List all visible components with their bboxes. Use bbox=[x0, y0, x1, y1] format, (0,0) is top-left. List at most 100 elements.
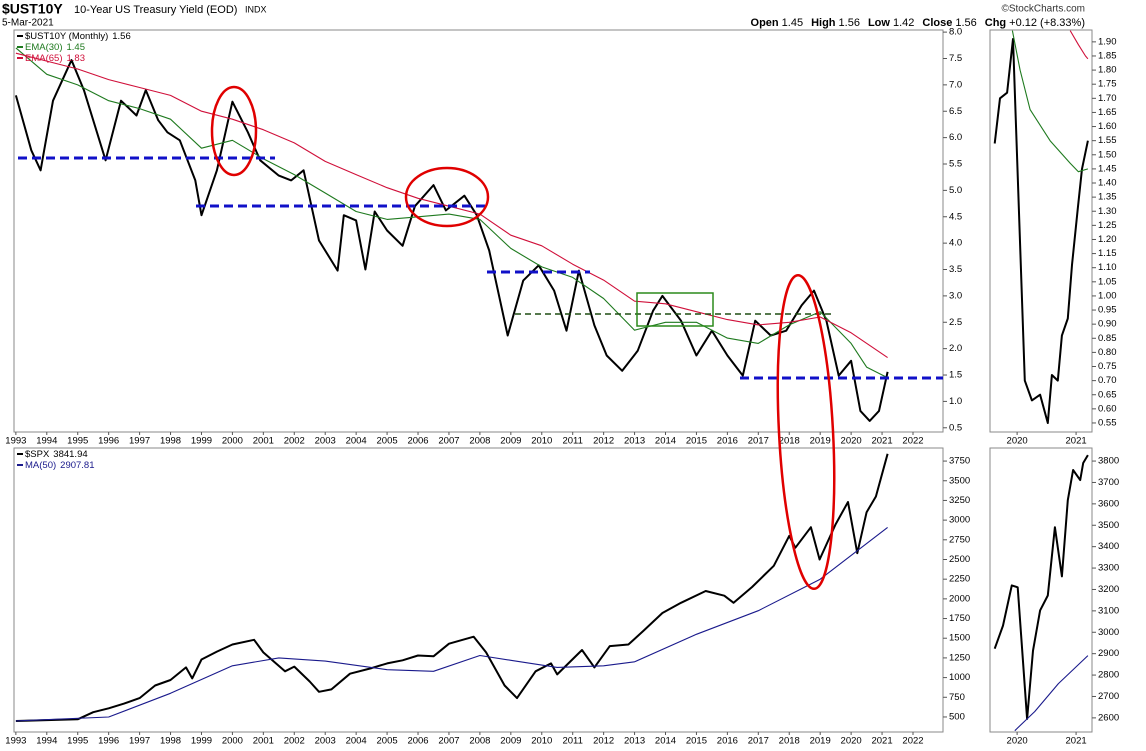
y-tick-label: 3800 bbox=[1098, 456, 1119, 467]
x-tick-label: 2004 bbox=[346, 736, 367, 747]
x-tick-label: 2015 bbox=[686, 436, 707, 447]
y-tick-label: 1.80 bbox=[1098, 65, 1117, 76]
y-tick-label: 1.55 bbox=[1098, 135, 1117, 146]
x-tick-label: 2008 bbox=[469, 436, 490, 447]
y-tick-label: 2250 bbox=[949, 574, 970, 585]
x-tick-label: 1996 bbox=[98, 736, 119, 747]
series-line bbox=[15, 47, 888, 379]
x-tick-label: 2005 bbox=[377, 736, 398, 747]
y-tick-label: 1.90 bbox=[1098, 36, 1117, 47]
x-tick-label: 2020 bbox=[1007, 736, 1028, 747]
y-tick-label: 3000 bbox=[1098, 627, 1119, 638]
y-tick-label: 1.20 bbox=[1098, 234, 1117, 245]
chart-subtitle: 10-Year US Treasury Yield (EOD) bbox=[74, 4, 237, 16]
y-tick-label: 1.75 bbox=[1098, 79, 1117, 90]
y-tick-label: 2700 bbox=[1098, 691, 1119, 702]
x-tick-label: 2000 bbox=[222, 436, 243, 447]
y-tick-label: 2750 bbox=[949, 534, 970, 545]
y-tick-label: 2500 bbox=[949, 554, 970, 565]
y-tick-label: 2.5 bbox=[949, 317, 962, 328]
x-tick-label: 2011 bbox=[562, 736, 582, 747]
y-tick-label: 1.10 bbox=[1098, 262, 1117, 273]
x-tick-label: 2020 bbox=[1007, 436, 1028, 447]
series-line bbox=[1014, 655, 1089, 732]
highlight-box bbox=[636, 292, 714, 327]
y-tick-label: 1.0 bbox=[949, 396, 962, 407]
x-tick-label: 2015 bbox=[686, 736, 707, 747]
y-tick-label: 1000 bbox=[949, 672, 970, 683]
x-tick-label: 1994 bbox=[36, 736, 57, 747]
y-tick-label: 8.0 bbox=[949, 27, 962, 38]
y-tick-label: 3750 bbox=[949, 456, 970, 467]
y-tick-label: 3600 bbox=[1098, 498, 1119, 509]
x-tick-label: 1998 bbox=[160, 736, 181, 747]
y-tick-label: 3200 bbox=[1098, 584, 1119, 595]
y-tick-label: 1.45 bbox=[1098, 163, 1117, 174]
x-tick-label: 2010 bbox=[531, 736, 552, 747]
quote-label: Low bbox=[868, 17, 890, 29]
y-tick-label: 3250 bbox=[949, 495, 970, 506]
x-tick-label: 2010 bbox=[531, 436, 552, 447]
y-tick-label: 750 bbox=[949, 692, 965, 703]
quote-value: 1.56 bbox=[839, 17, 860, 29]
x-tick-label: 2008 bbox=[469, 736, 490, 747]
panel-frame bbox=[989, 29, 1093, 433]
y-tick-label: 2800 bbox=[1098, 670, 1119, 681]
y-tick-label: 1.65 bbox=[1098, 107, 1117, 118]
y-tick-label: 3.5 bbox=[949, 264, 962, 275]
x-tick-label: 2001 bbox=[253, 436, 274, 447]
x-tick-label: 2022 bbox=[902, 436, 923, 447]
y-tick-label: 3000 bbox=[949, 515, 970, 526]
x-tick-label: 2003 bbox=[315, 736, 336, 747]
y-tick-label: 0.80 bbox=[1098, 347, 1117, 358]
x-tick-label: 1999 bbox=[191, 436, 212, 447]
y-tick-label: 0.95 bbox=[1098, 305, 1117, 316]
highlight-ellipse bbox=[776, 273, 836, 591]
y-tick-label: 1.00 bbox=[1098, 290, 1117, 301]
y-tick-label: 0.85 bbox=[1098, 333, 1117, 344]
y-tick-label: 0.65 bbox=[1098, 389, 1117, 400]
y-tick-label: 4.5 bbox=[949, 211, 962, 222]
plot-area bbox=[993, 30, 1089, 424]
y-tick-label: 1.5 bbox=[949, 370, 962, 381]
quote-label: High bbox=[811, 17, 836, 29]
y-tick-label: 1500 bbox=[949, 633, 970, 644]
y-tick-label: 0.70 bbox=[1098, 375, 1117, 386]
x-tick-label: 1999 bbox=[191, 736, 212, 747]
x-tick-label: 2006 bbox=[407, 736, 428, 747]
y-tick-label: 3500 bbox=[949, 475, 970, 486]
y-tick-label: 0.75 bbox=[1098, 361, 1117, 372]
x-tick-label: 2020 bbox=[841, 736, 862, 747]
x-tick-label: 2019 bbox=[810, 736, 831, 747]
y-tick-label: 2.0 bbox=[949, 343, 962, 354]
legend-value: 1.83 bbox=[66, 53, 85, 64]
x-tick-label: 2019 bbox=[810, 436, 831, 447]
x-tick-label: 2009 bbox=[500, 436, 521, 447]
plot-area bbox=[14, 47, 889, 422]
y-tick-label: 3300 bbox=[1098, 563, 1119, 574]
legend-value: 2907.81 bbox=[60, 460, 94, 471]
series-line bbox=[15, 526, 888, 722]
legend-name: $UST10Y (Monthly) bbox=[25, 31, 108, 42]
x-tick-label: 2004 bbox=[346, 436, 367, 447]
y-tick-label: 1.05 bbox=[1098, 276, 1117, 287]
y-tick-label: 1.25 bbox=[1098, 220, 1117, 231]
x-tick-label: 2021 bbox=[1066, 436, 1087, 447]
x-tick-label: 2018 bbox=[779, 736, 800, 747]
legend-value: 1.45 bbox=[66, 42, 85, 53]
legend-entry: $SPX 3841.94 bbox=[25, 449, 88, 460]
x-tick-label: 1996 bbox=[98, 436, 119, 447]
y-tick-label: 6.5 bbox=[949, 106, 962, 117]
x-tick-label: 2014 bbox=[655, 436, 676, 447]
x-tick-label: 1995 bbox=[67, 736, 88, 747]
quote-label: Open bbox=[751, 17, 779, 29]
quote-label: Close bbox=[922, 17, 952, 29]
x-tick-label: 2012 bbox=[593, 436, 614, 447]
quote: Open 1.45 High 1.56 Low 1.42 Close 1.56 Chg +0.12… bbox=[751, 17, 1085, 29]
y-tick-label: 1.60 bbox=[1098, 121, 1117, 132]
y-tick-label: 5.5 bbox=[949, 159, 962, 170]
y-tick-label: 7.5 bbox=[949, 53, 962, 64]
y-tick-label: 1.85 bbox=[1098, 50, 1117, 61]
